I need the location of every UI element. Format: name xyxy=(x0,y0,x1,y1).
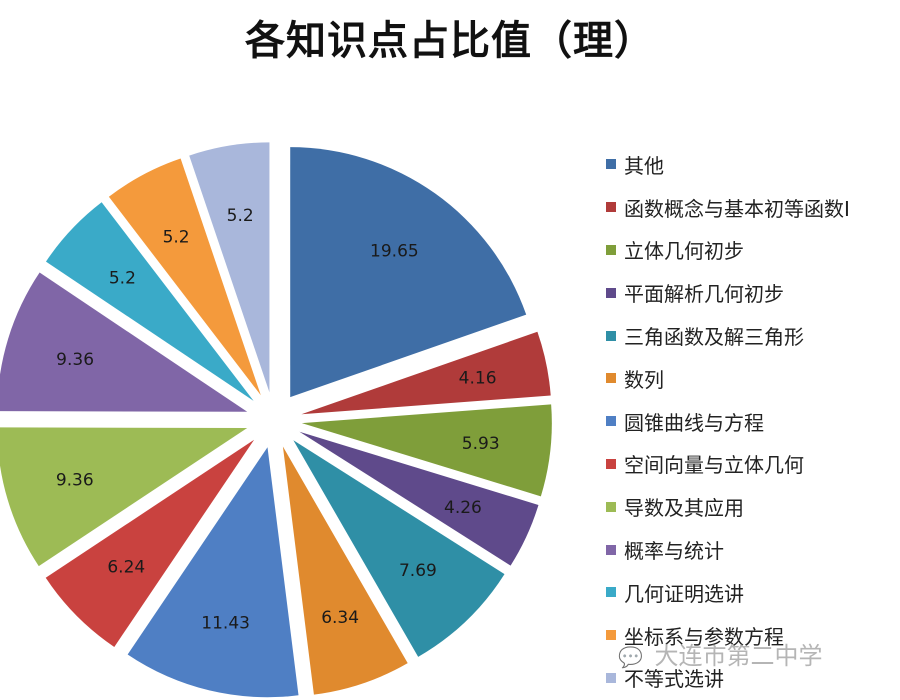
legend-label: 导数及其应用 xyxy=(624,496,744,521)
legend-label: 三角函数及解三角形 xyxy=(624,325,804,350)
legend-label: 圆锥曲线与方程 xyxy=(624,410,764,435)
pie-slice xyxy=(299,431,539,566)
data-label: 5.2 xyxy=(227,206,254,226)
legend-label: 空间向量与立体几何 xyxy=(624,453,804,478)
legend-swatch xyxy=(606,287,616,298)
legend-item: 平面解析几何初步 xyxy=(606,271,850,314)
legend-swatch xyxy=(606,630,616,641)
legend-item: 概率与统计 xyxy=(606,528,850,571)
legend-label: 坐标系与参数方程 xyxy=(624,624,784,649)
legend-item: 立体几何初步 xyxy=(606,229,850,272)
data-label: 6.24 xyxy=(107,557,145,577)
pie-slice xyxy=(301,404,552,497)
data-label: 19.65 xyxy=(370,241,419,261)
data-label: 9.36 xyxy=(56,350,94,370)
legend-swatch xyxy=(606,501,616,512)
legend-label: 数列 xyxy=(624,367,664,392)
pie-slice xyxy=(189,142,270,393)
legend-item: 其他 xyxy=(606,143,850,186)
legend-item: 圆锥曲线与方程 xyxy=(606,400,850,443)
legend-item: 不等式选讲 xyxy=(606,657,850,700)
data-label: 4.26 xyxy=(444,498,482,518)
data-label: 11.43 xyxy=(201,613,250,633)
pie-slice xyxy=(0,272,248,412)
legend-swatch xyxy=(606,587,616,598)
legend-item: 函数概念与基本初等函数Ⅰ xyxy=(606,186,850,229)
pie-slice xyxy=(290,147,527,398)
data-label: 5.2 xyxy=(163,227,190,247)
chart-title: 各知识点占比值（理） xyxy=(245,17,655,64)
legend-item: 导数及其应用 xyxy=(606,485,850,528)
pie-slice xyxy=(0,427,248,567)
legend-swatch xyxy=(606,373,616,384)
legend-swatch xyxy=(606,202,616,213)
legend-label: 其他 xyxy=(624,153,664,178)
legend-label: 几何证明选讲 xyxy=(624,581,744,606)
legend-label: 不等式选讲 xyxy=(624,667,724,692)
legend: 其他函数概念与基本初等函数Ⅰ 立体几何初步平面解析几何初步 三角函数及解三角形 数列圆… xyxy=(606,143,850,699)
legend-label: 平面解析几何初步 xyxy=(624,282,784,307)
data-label: 5.2 xyxy=(109,269,136,289)
legend-swatch xyxy=(606,244,616,255)
wechat-icon: 💬 xyxy=(618,645,643,669)
legend-label: 立体几何初步 xyxy=(624,239,744,264)
legend-swatch xyxy=(606,544,616,555)
legend-item: 数列 xyxy=(606,357,850,400)
legend-swatch xyxy=(606,159,616,170)
legend-item: 坐标系与参数方程 xyxy=(606,614,850,657)
legend-swatch xyxy=(606,330,616,341)
data-label: 5.93 xyxy=(462,434,500,454)
legend-swatch xyxy=(606,416,616,427)
pie-slice xyxy=(282,446,408,695)
legend-label: 函数概念与基本初等函数Ⅰ xyxy=(624,196,850,221)
pie-slice xyxy=(45,439,255,647)
legend-swatch xyxy=(606,672,616,683)
pie-slice xyxy=(293,440,505,657)
data-label: 7.69 xyxy=(399,561,437,581)
pie-slice xyxy=(45,202,254,401)
data-label: 6.34 xyxy=(321,608,359,628)
legend-item: 空间向量与立体几何 xyxy=(606,443,850,486)
legend-swatch xyxy=(606,458,616,469)
watermark-text: 大连市第二中学 xyxy=(654,642,823,670)
pie-slice xyxy=(108,158,261,396)
pie-slice xyxy=(301,331,551,415)
data-label: 4.16 xyxy=(459,369,497,389)
pie-slice xyxy=(127,447,299,698)
legend-item: 三角函数及解三角形 xyxy=(606,314,850,357)
legend-item: 几何证明选讲 xyxy=(606,571,850,614)
legend-label: 概率与统计 xyxy=(624,539,724,564)
data-label: 9.36 xyxy=(56,471,94,491)
watermark: 💬 大连市第二中学 xyxy=(618,636,823,671)
